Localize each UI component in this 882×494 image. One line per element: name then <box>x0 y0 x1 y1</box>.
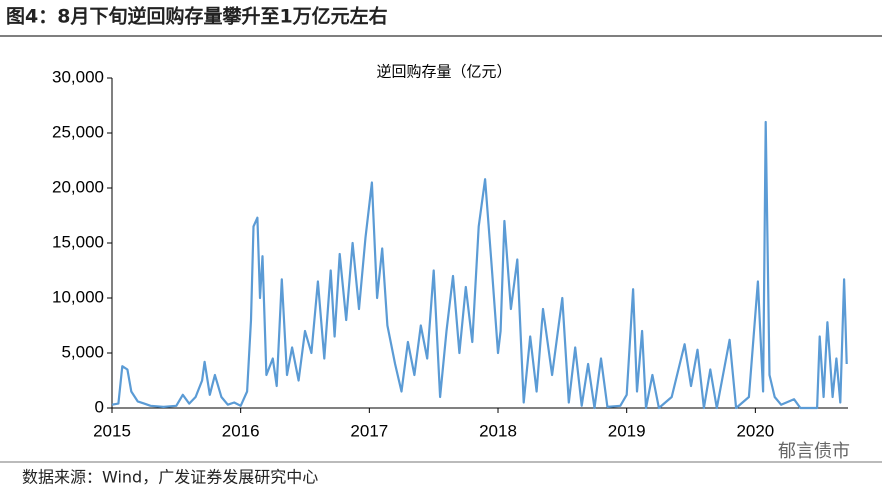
legend-label: 逆回购存量（亿元） <box>376 63 511 81</box>
x-tick-label: 2019 <box>608 421 646 440</box>
x-tick-label: 2020 <box>736 421 774 440</box>
source: 数据来源：Wind，广发证券发展研究中心 <box>22 468 318 487</box>
x-tick-label: 2015 <box>93 421 131 440</box>
y-tick-label: 25,000 <box>52 122 104 141</box>
watermark: 郁言债市 <box>778 441 850 462</box>
y-tick-label: 30,000 <box>52 67 104 86</box>
y-tick-label: 10,000 <box>52 287 104 306</box>
x-tick-label: 2016 <box>222 421 260 440</box>
x-tick-label: 2017 <box>350 421 388 440</box>
y-tick-label: 0 <box>95 397 104 416</box>
x-tick-label: 2018 <box>479 421 517 440</box>
y-tick-label: 20,000 <box>52 177 104 196</box>
line-series <box>111 120 848 410</box>
y-tick-label: 5,000 <box>61 342 104 361</box>
y-tick-label: 15,000 <box>52 232 104 251</box>
chart-title: 图4：8月下旬逆回购存量攀升至1万亿元左右 <box>6 5 388 28</box>
